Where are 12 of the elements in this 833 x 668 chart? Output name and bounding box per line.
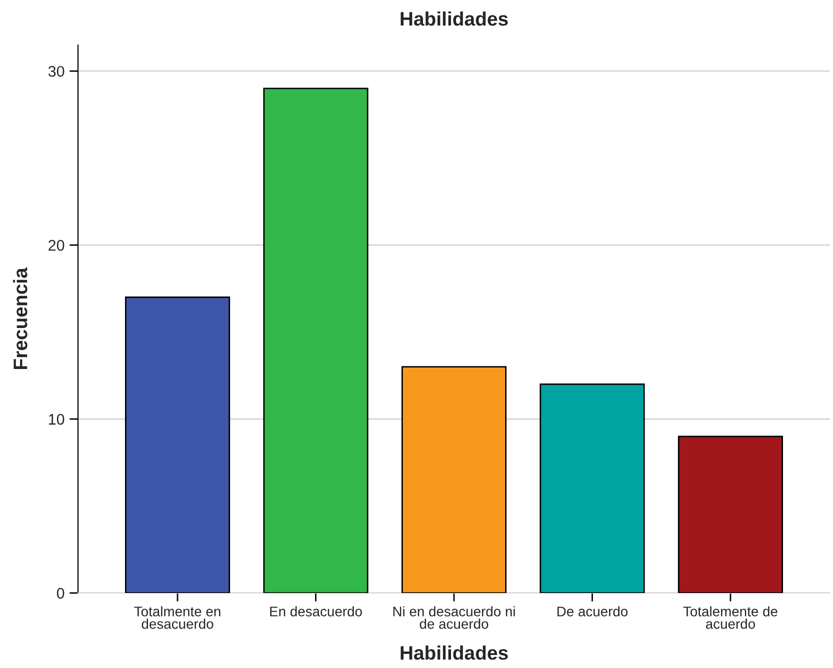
x-tick-label: Ni en desacuerdo ni de acuerdo	[393, 606, 515, 629]
y-tick-label: 0	[56, 588, 64, 599]
x-tick-label: Totalemente de acuerdo	[683, 606, 778, 629]
y-tick-label: 30	[48, 66, 64, 77]
x-axis-title: Habilidades	[400, 645, 508, 660]
y-axis-title: Frecuencia	[13, 268, 28, 370]
y-tick-label: 10	[48, 414, 64, 425]
y-tick-label: 20	[48, 240, 64, 251]
chart-title: Habilidades	[400, 11, 508, 26]
x-tick-label: Totalmente en desacuerdo	[134, 606, 220, 629]
x-tick-label: De acuerdo	[557, 606, 628, 616]
x-tick-label: En desacuerdo	[270, 606, 362, 616]
